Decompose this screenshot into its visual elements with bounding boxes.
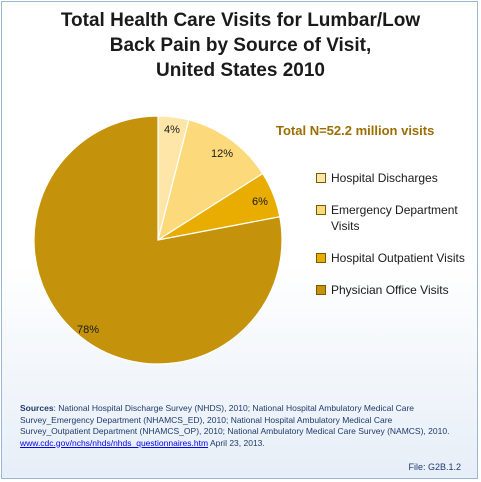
legend-swatch	[316, 253, 326, 263]
legend-label: Physician Office Visits	[331, 283, 449, 297]
legend: Hospital Discharges Emergency Department…	[313, 170, 473, 314]
legend-swatch	[316, 173, 326, 183]
slice-label: 12%	[211, 148, 233, 160]
file-label: File: G2B.1.2	[408, 462, 461, 472]
chart-title: Total Health Care Visits for Lumbar/Low …	[60, 10, 421, 81]
sources-note: Sources: National Hospital Discharge Sur…	[20, 403, 465, 449]
sources-link[interactable]: www.cdc.gov/nchs/nhds/nhds_questionnaire…	[20, 437, 209, 448]
legend-item: Hospital Outpatient Visits	[313, 250, 473, 266]
chart-subtitle: Total N=52.2 million visits	[276, 123, 435, 138]
legend-label: Emergency Department Visits	[331, 203, 458, 233]
slice-label: 6%	[252, 196, 268, 208]
sources-label: Sources	[20, 403, 54, 413]
legend-label: Hospital Discharges	[331, 171, 438, 185]
pie-slice	[33, 115, 283, 365]
sources-text: : National Hospital Discharge Survey (NH…	[20, 403, 450, 436]
legend-item: Emergency Department Visits	[313, 202, 473, 234]
legend-swatch	[316, 285, 326, 295]
slice-label: 78%	[77, 324, 99, 336]
slice-label: 4%	[164, 124, 180, 136]
sources-date: April 23, 2013.	[208, 437, 265, 448]
legend-item: Physician Office Visits	[313, 282, 473, 298]
legend-swatch	[316, 205, 326, 215]
pie-slice	[157, 119, 264, 242]
legend-item: Hospital Discharges	[313, 170, 473, 186]
legend-label: Hospital Outpatient Visits	[331, 251, 465, 265]
